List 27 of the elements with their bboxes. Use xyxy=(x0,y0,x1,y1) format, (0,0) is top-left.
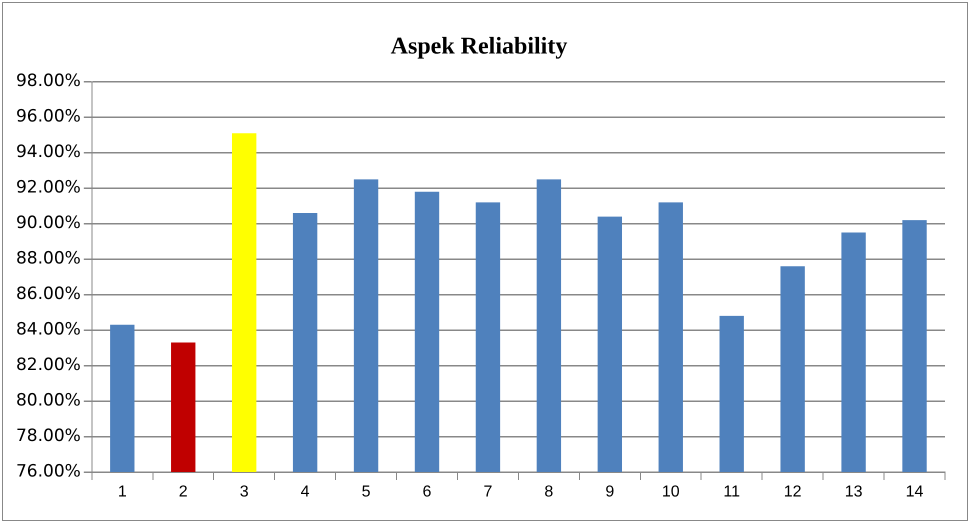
y-tick-label: 86.00% xyxy=(16,284,81,304)
x-tick-label: 9 xyxy=(605,483,614,500)
x-tick-label: 8 xyxy=(544,483,554,500)
x-tick-label: 6 xyxy=(422,483,432,500)
chart-title: Aspek Reliability xyxy=(390,34,568,60)
y-tick-label: 94.00% xyxy=(16,142,81,162)
x-tick-label: 10 xyxy=(662,483,680,500)
y-tick-label: 88.00% xyxy=(16,248,81,269)
x-tick-label: 7 xyxy=(483,483,492,500)
x-tick-label: 2 xyxy=(178,483,188,500)
x-tick-label: 1 xyxy=(118,483,127,500)
y-tick-label: 98.00% xyxy=(16,71,81,92)
y-tick-label: 80.00% xyxy=(16,390,81,410)
y-tick-label: 82.00% xyxy=(16,355,81,376)
x-tick-label: 13 xyxy=(844,483,863,500)
x-tick-label: 11 xyxy=(723,483,740,500)
y-tick-label: 96.00% xyxy=(16,106,81,127)
x-tick-label: 4 xyxy=(300,483,310,500)
x-tick-label: 12 xyxy=(784,483,802,500)
y-tick-label: 90.00% xyxy=(16,213,81,234)
x-tick-label: 14 xyxy=(906,483,924,500)
x-tick-label: 3 xyxy=(240,483,249,500)
y-tick-label: 76.00% xyxy=(16,461,81,482)
y-tick-label: 92.00% xyxy=(16,178,81,198)
x-tick-label: 5 xyxy=(362,483,371,500)
y-tick-label: 78.00% xyxy=(16,426,81,446)
y-tick-label: 84.00% xyxy=(16,320,81,340)
